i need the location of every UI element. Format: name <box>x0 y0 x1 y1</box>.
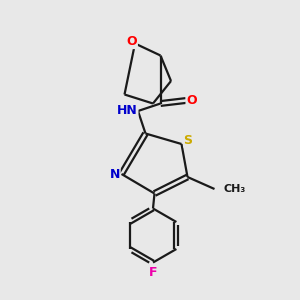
Text: O: O <box>127 35 137 49</box>
Text: S: S <box>184 134 193 147</box>
Text: HN: HN <box>117 104 138 118</box>
Text: CH₃: CH₃ <box>224 184 246 194</box>
Text: N: N <box>110 167 120 181</box>
Text: F: F <box>149 266 157 280</box>
Text: O: O <box>186 94 197 107</box>
